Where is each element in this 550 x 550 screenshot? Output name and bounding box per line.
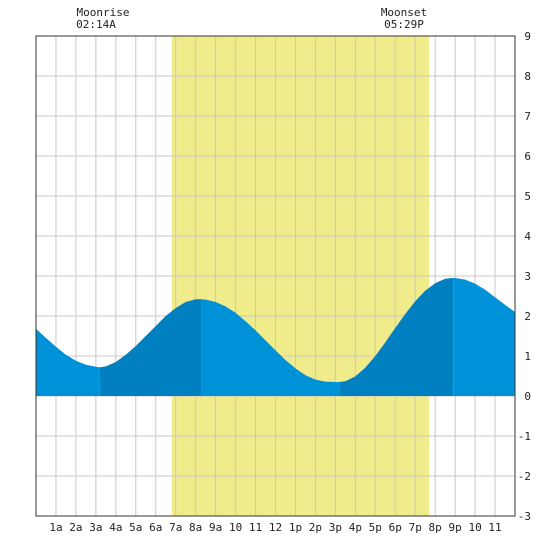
y-tick-label: -1 [518,430,531,443]
x-tick-label: 4p [349,521,362,534]
y-tick-label: 4 [524,230,531,243]
y-tick-label: 0 [524,390,531,403]
y-tick-label: 2 [524,310,531,323]
y-tick-label: -2 [518,470,531,483]
x-tick-label: 5a [129,521,142,534]
y-axis-ticks: 9 8 7 6 5 4 3 2 1 0 -1 -2 -3 [518,30,532,523]
x-tick-label: 10 [468,521,481,534]
x-tick-label: 8p [429,521,442,534]
x-tick-label: 11 [488,521,501,534]
x-tick-label: 1p [289,521,302,534]
tide-area-falling [453,278,515,396]
tide-area-falling [201,299,340,396]
moonset-time: 05:29P [384,18,424,31]
moonset-label: Moonset [381,6,427,19]
y-tick-label: 3 [524,270,531,283]
tide-area-rising [99,299,202,396]
y-tick-label: 5 [524,190,531,203]
grid-layer [36,36,515,516]
x-tick-label: 3a [89,521,102,534]
tide-area-layer [36,278,515,396]
x-tick-label: 9p [449,521,462,534]
tide-area-rising [339,278,454,396]
x-tick-label: 4a [109,521,122,534]
x-tick-label: 2a [69,521,82,534]
y-tick-label: -3 [518,510,531,523]
x-axis-ticks: 1a 2a 3a 4a 5a 6a 7a 8a 9a 10 11 12 1p 2p 3p 4p 5p 6p 7p 8p… [49,521,501,534]
x-tick-label: 10 [229,521,242,534]
x-tick-label: 11 [249,521,262,534]
y-tick-label: 7 [524,110,531,123]
y-tick-label: 6 [524,150,531,163]
x-tick-label: 6a [149,521,162,534]
tide-area-falling [36,328,100,396]
y-tick-label: 9 [524,30,531,43]
moonrise-time: 02:14A [76,18,116,31]
x-tick-label: 8a [189,521,202,534]
x-tick-label: 9a [209,521,222,534]
x-tick-label: 7p [409,521,422,534]
moonrise-label: Moonrise [77,6,130,19]
x-tick-label: 6p [389,521,402,534]
y-tick-label: 1 [524,350,531,363]
plot-frame [35,35,516,517]
y-tick-label: 8 [524,70,531,83]
x-tick-label: 1a [49,521,62,534]
x-tick-label: 7a [169,521,182,534]
x-tick-label: 12 [269,521,282,534]
x-tick-label: 3p [329,521,342,534]
x-tick-label: 5p [369,521,382,534]
x-tick-label: 2p [309,521,322,534]
